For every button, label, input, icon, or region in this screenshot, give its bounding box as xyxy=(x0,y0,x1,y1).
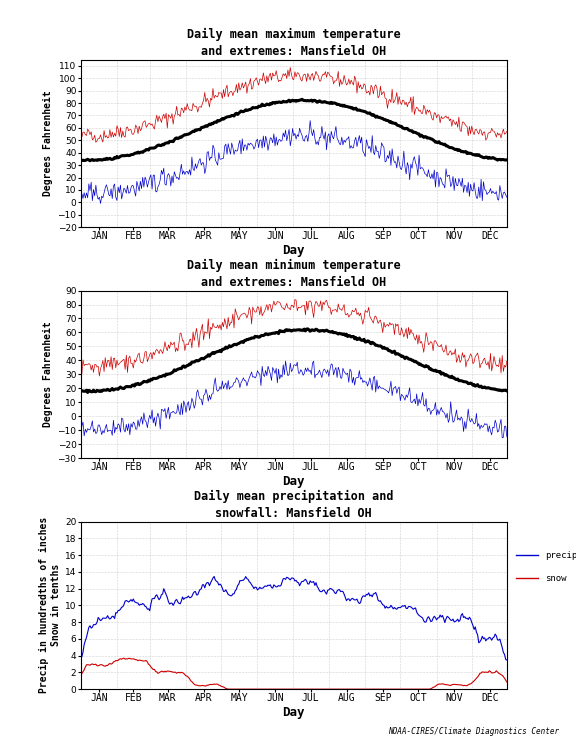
X-axis label: Day: Day xyxy=(282,706,305,719)
Y-axis label: Degrees Fahrenheit: Degrees Fahrenheit xyxy=(43,322,54,427)
Y-axis label: Degrees Fahrenheit: Degrees Fahrenheit xyxy=(43,91,54,196)
X-axis label: Day: Day xyxy=(282,244,305,257)
Y-axis label: Precip in hundredths of inches
Snow in tenths: Precip in hundredths of inches Snow in t… xyxy=(39,517,61,694)
Title: Daily mean minimum temperature
and extremes: Mansfield OH: Daily mean minimum temperature and extre… xyxy=(187,259,401,289)
X-axis label: Day: Day xyxy=(282,475,305,488)
Text: NOAA-CIRES/Climate Diagnostics Center: NOAA-CIRES/Climate Diagnostics Center xyxy=(388,727,559,736)
Title: Daily mean precipitation and
snowfall: Mansfield OH: Daily mean precipitation and snowfall: M… xyxy=(194,490,393,520)
Title: Daily mean maximum temperature
and extremes: Mansfield OH: Daily mean maximum temperature and extre… xyxy=(187,28,401,58)
Legend: precip, snow: precip, snow xyxy=(516,551,576,583)
